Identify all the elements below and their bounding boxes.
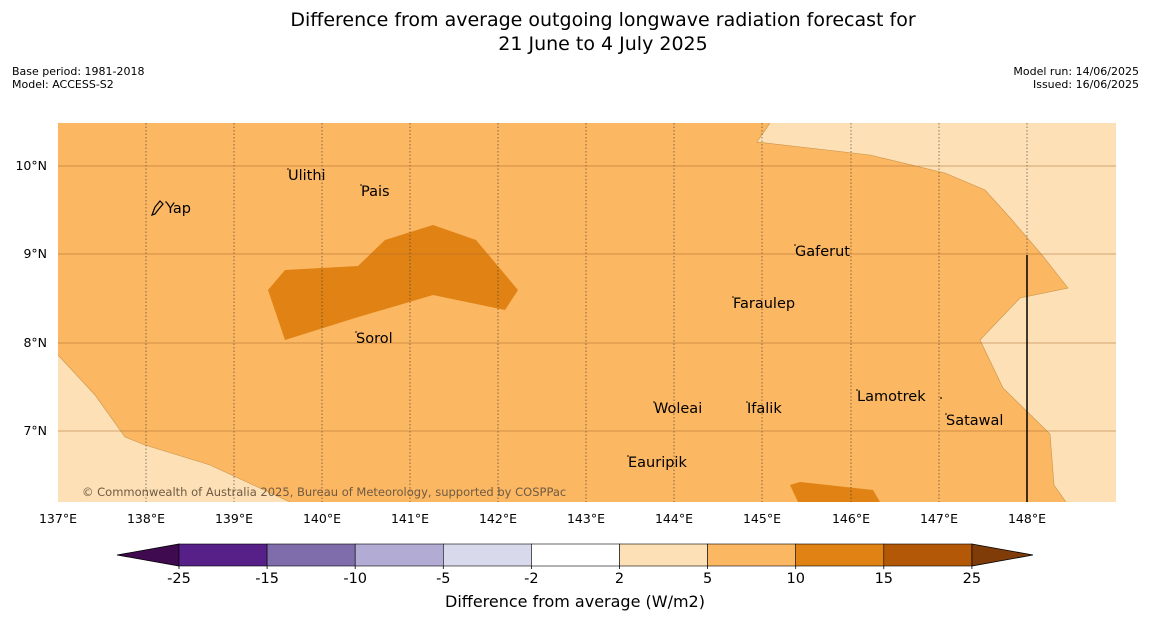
latitude-label: 10°N xyxy=(15,158,47,173)
longitude-label: 140°E xyxy=(303,511,341,526)
longitude-label: 147°E xyxy=(920,511,958,526)
colorbar-bin xyxy=(266,543,356,567)
colorbar-bin xyxy=(178,543,268,567)
island-marker xyxy=(165,201,167,203)
anomaly-2-5-region-southwest xyxy=(58,355,290,502)
place-label: Sorol xyxy=(356,331,393,347)
island-marker xyxy=(732,296,734,298)
colorbar-tick-label: -25 xyxy=(167,571,191,587)
anomaly-5-10-region xyxy=(58,123,1116,502)
longitude-label: 143°E xyxy=(567,511,605,526)
place-label: Ifalik xyxy=(747,401,782,417)
colorbar-tick-label: 15 xyxy=(875,571,893,587)
place-label: Woleai xyxy=(654,401,702,417)
colorbar-tick-label: -10 xyxy=(343,571,367,587)
island-marker xyxy=(653,401,655,403)
longitude-label: 141°E xyxy=(391,511,429,526)
colorbar-bin xyxy=(619,543,708,567)
colorbar-label: Difference from average (W/m2) xyxy=(445,592,705,611)
coastlines xyxy=(150,200,1028,502)
base-period: Base period: 1981-2018 xyxy=(12,65,145,78)
latitude-label: 7°N xyxy=(23,423,47,438)
copyright-notice: © Commonwealth of Australia 2025, Bureau… xyxy=(82,485,566,499)
colorbar-tick-label: -2 xyxy=(524,571,538,587)
latitude-labels: 10°N 9°N 8°N 7°N xyxy=(15,158,47,438)
longitude-label: 146°E xyxy=(832,511,870,526)
colorbar: -25 -15 -10 -5 -2 2 5 10 15 25 xyxy=(116,543,1034,587)
island-marker xyxy=(945,413,947,415)
colorbar-over-arrow xyxy=(971,543,1034,567)
longitude-label: 148°E xyxy=(1008,511,1046,526)
place-label: Ulithi xyxy=(288,168,326,184)
longitude-label: 139°E xyxy=(215,511,253,526)
chart-title: Difference from average outgoing longwav… xyxy=(0,8,1150,56)
place-label: Pais xyxy=(361,184,390,200)
model-name: Model: ACCESS-S2 xyxy=(12,78,114,91)
longitude-label: 144°E xyxy=(655,511,693,526)
longitude-label: 138°E xyxy=(127,511,165,526)
colorbar-bin xyxy=(531,543,620,567)
meta-left: Base period: 1981-2018 Model: ACCESS-S2 xyxy=(12,65,144,91)
longitude-label: 145°E xyxy=(743,511,781,526)
colorbar-tick-label: -15 xyxy=(255,571,279,587)
colorbar-tick-label: 2 xyxy=(615,571,624,587)
meta-right: Model run: 14/06/2025 Issued: 16/06/2025 xyxy=(1013,65,1139,91)
model-run: Model run: 14/06/2025 xyxy=(1013,65,1139,78)
anomaly-10-15-region-south xyxy=(790,482,880,502)
colorbar-tick-label: 25 xyxy=(963,571,981,587)
island-marker xyxy=(746,401,748,403)
colorbar-bin xyxy=(883,543,973,567)
place-label: Yap xyxy=(165,201,191,217)
colorbar-bin xyxy=(795,543,885,567)
island-marker xyxy=(360,184,362,186)
place-labels: Yap Ulithi Pais Gaferut Faraulep Sorol Woleai I… xyxy=(165,168,1003,471)
colorbar-bin xyxy=(354,543,444,567)
island-marker xyxy=(287,168,289,170)
island-marker xyxy=(794,244,796,246)
place-label: Gaferut xyxy=(795,244,850,260)
anomaly-contour-southwest xyxy=(58,354,291,502)
longitude-label: 137°E xyxy=(39,511,77,526)
colorbar-tick-label: -5 xyxy=(436,571,450,587)
latitude-label: 9°N xyxy=(23,246,47,261)
map-panel: Yap Ulithi Pais Gaferut Faraulep Sorol Woleai I… xyxy=(58,123,1116,502)
latitude-label: 8°N xyxy=(23,335,47,350)
colorbar-under-arrow xyxy=(116,543,180,567)
title-line-1: Difference from average outgoing longwav… xyxy=(290,9,916,31)
title-line-2: 21 June to 4 July 2025 xyxy=(498,33,708,55)
island-marker xyxy=(627,455,629,457)
colorbar-bin xyxy=(442,543,532,567)
colorbar-tick-label: 10 xyxy=(786,571,804,587)
island-marker xyxy=(856,389,858,391)
colorbar-bin xyxy=(707,543,796,567)
island-marker xyxy=(355,331,357,333)
colorbar-tick-label: 5 xyxy=(703,571,712,587)
longitude-label: 142°E xyxy=(479,511,517,526)
place-label: Lamotrek xyxy=(857,389,926,405)
place-label: Eauripik xyxy=(628,455,687,471)
anomaly-contour-east xyxy=(756,123,1069,502)
longitude-labels: 137°E 138°E 139°E 140°E 141°E 142°E 143°E 144°E… xyxy=(39,511,1046,526)
yap-island xyxy=(150,200,164,216)
place-label: Satawal xyxy=(946,413,1003,429)
place-label: Faraulep xyxy=(733,296,795,312)
island-marker xyxy=(940,397,942,399)
issued-date: Issued: 16/06/2025 xyxy=(1032,78,1139,91)
